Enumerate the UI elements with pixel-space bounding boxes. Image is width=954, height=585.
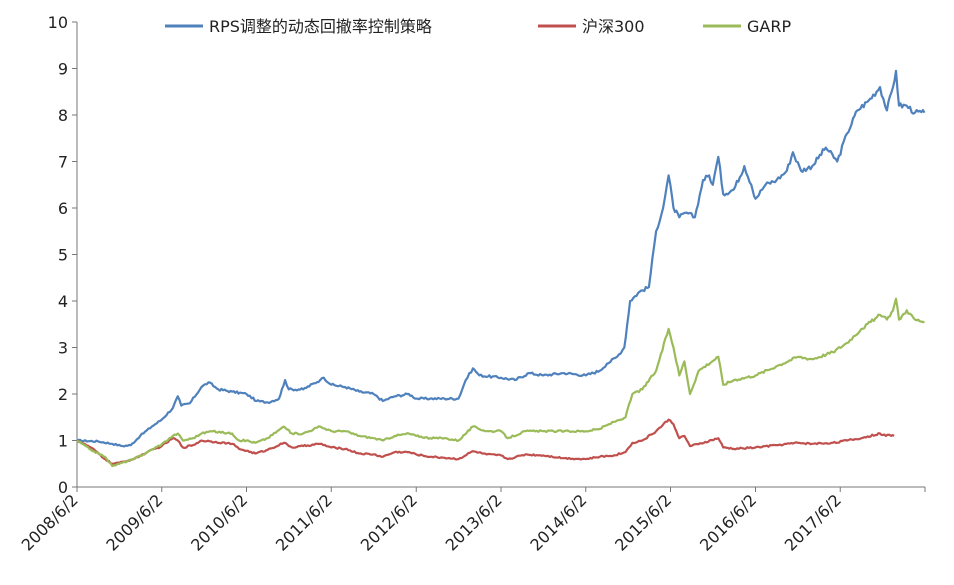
x-tick-label: 2008/6/2 bbox=[18, 490, 82, 554]
series-line-2 bbox=[76, 297, 925, 468]
legend-label: 沪深300 bbox=[582, 17, 645, 36]
series-line-0 bbox=[76, 69, 926, 448]
y-tick-label: 9 bbox=[58, 60, 68, 79]
series-layer bbox=[76, 69, 926, 468]
chart-legend: RPS调整的动态回撤率控制策略 沪深300 GARP bbox=[165, 17, 791, 36]
legend-label: GARP bbox=[747, 17, 791, 36]
x-tick-label: 2016/6/2 bbox=[696, 490, 760, 554]
legend-label: RPS调整的动态回撤率控制策略 bbox=[209, 17, 432, 36]
y-tick-label: 2 bbox=[58, 385, 68, 404]
y-tick-label: 5 bbox=[58, 246, 68, 265]
series-line-1 bbox=[76, 418, 895, 465]
x-tick-label: 2013/6/2 bbox=[442, 490, 506, 554]
y-tick-label: 8 bbox=[58, 106, 68, 125]
y-tick-label: 3 bbox=[58, 339, 68, 358]
y-tick-label: 10 bbox=[48, 13, 68, 32]
y-tick-label: 0 bbox=[58, 478, 68, 497]
x-tick-label: 2010/6/2 bbox=[187, 490, 251, 554]
x-tick-label: 2012/6/2 bbox=[357, 490, 421, 554]
x-tick-label: 2011/6/2 bbox=[272, 490, 336, 554]
x-tick-label: 2014/6/2 bbox=[526, 490, 590, 554]
y-tick-label: 1 bbox=[58, 432, 68, 451]
x-tick-label: 2009/6/2 bbox=[102, 490, 166, 554]
x-tick-label: 2015/6/2 bbox=[611, 490, 675, 554]
y-tick-label: 7 bbox=[58, 153, 68, 172]
x-axis: 2008/6/2 2009/6/2 2010/6/2 2011/6/2 2012/6/2… bbox=[18, 486, 926, 555]
y-tick-label: 4 bbox=[58, 292, 68, 311]
y-tick-label: 6 bbox=[58, 199, 68, 218]
y-axis: 0 1 2 3 4 5 6 7 8 9 10 bbox=[48, 13, 78, 497]
x-tick-label: 2017/6/2 bbox=[781, 490, 845, 554]
